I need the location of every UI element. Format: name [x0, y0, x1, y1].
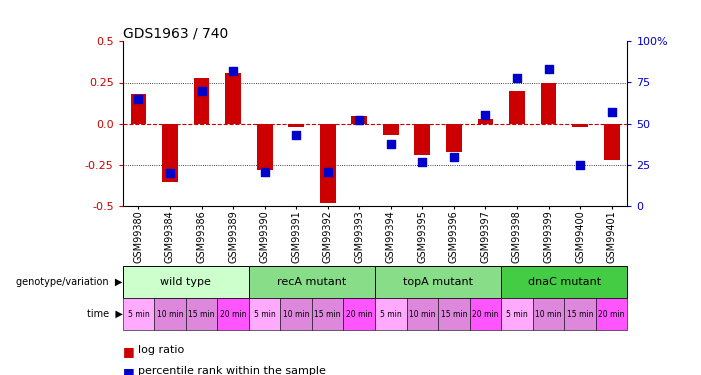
Bar	[501, 266, 627, 298]
Text: wild type: wild type	[161, 277, 211, 287]
Text: recA mutant: recA mutant	[278, 277, 346, 287]
Text: 20 min: 20 min	[346, 310, 372, 319]
Bar	[123, 298, 154, 330]
Point	[291, 132, 302, 138]
Bar	[193, 78, 210, 124]
Bar	[477, 119, 494, 124]
Text: ■: ■	[123, 366, 135, 375]
Point	[606, 109, 617, 115]
Bar	[501, 298, 533, 330]
Bar	[383, 124, 399, 135]
Text: 10 min: 10 min	[536, 310, 562, 319]
Bar	[249, 298, 280, 330]
Point	[132, 96, 144, 102]
Text: 15 min: 15 min	[567, 310, 593, 319]
Text: time  ▶: time ▶	[87, 309, 123, 319]
Text: 20 min: 20 min	[220, 310, 246, 319]
Bar	[533, 298, 564, 330]
Bar	[375, 298, 407, 330]
Bar	[564, 298, 596, 330]
Bar	[288, 124, 304, 127]
Bar	[225, 73, 241, 124]
Text: 10 min: 10 min	[157, 310, 183, 319]
Point	[416, 159, 428, 165]
Bar	[312, 298, 343, 330]
Bar	[351, 116, 367, 124]
Bar	[604, 124, 620, 160]
Bar	[162, 124, 178, 182]
Bar	[540, 82, 557, 124]
Text: log ratio: log ratio	[138, 345, 184, 355]
Point	[511, 75, 522, 81]
Text: GDS1963 / 740: GDS1963 / 740	[123, 26, 228, 40]
Bar	[572, 124, 588, 127]
Bar	[123, 266, 249, 298]
Text: 10 min: 10 min	[409, 310, 435, 319]
Bar	[217, 298, 249, 330]
Bar	[407, 298, 438, 330]
Bar	[257, 124, 273, 170]
Text: percentile rank within the sample: percentile rank within the sample	[138, 366, 326, 375]
Bar	[280, 298, 312, 330]
Text: 15 min: 15 min	[441, 310, 467, 319]
Text: dnaC mutant: dnaC mutant	[528, 277, 601, 287]
Bar	[154, 298, 186, 330]
Text: 5 min: 5 min	[254, 310, 275, 319]
Bar	[186, 298, 217, 330]
Point	[227, 68, 238, 74]
Bar	[470, 298, 501, 330]
Text: 20 min: 20 min	[599, 310, 625, 319]
Bar	[414, 124, 430, 155]
Point	[449, 154, 460, 160]
Bar	[509, 91, 525, 124]
Point	[322, 169, 334, 175]
Bar	[343, 298, 375, 330]
Text: 10 min: 10 min	[283, 310, 309, 319]
Text: 5 min: 5 min	[128, 310, 149, 319]
Point	[575, 162, 586, 168]
Text: 5 min: 5 min	[506, 310, 528, 319]
Point	[479, 112, 491, 118]
Bar	[249, 266, 375, 298]
Bar	[130, 94, 147, 124]
Bar	[438, 298, 470, 330]
Text: ■: ■	[123, 345, 135, 358]
Text: 15 min: 15 min	[189, 310, 215, 319]
Point	[353, 117, 365, 123]
Text: 5 min: 5 min	[380, 310, 402, 319]
Bar	[375, 266, 501, 298]
Text: 15 min: 15 min	[315, 310, 341, 319]
Point	[259, 169, 271, 175]
Text: topA mutant: topA mutant	[403, 277, 473, 287]
Point	[386, 141, 397, 147]
Point	[196, 88, 207, 94]
Text: genotype/variation  ▶: genotype/variation ▶	[16, 277, 123, 287]
Bar	[320, 124, 336, 203]
Point	[543, 66, 554, 72]
Point	[164, 170, 175, 176]
Text: 20 min: 20 min	[472, 310, 498, 319]
Bar	[596, 298, 627, 330]
Bar	[446, 124, 462, 152]
